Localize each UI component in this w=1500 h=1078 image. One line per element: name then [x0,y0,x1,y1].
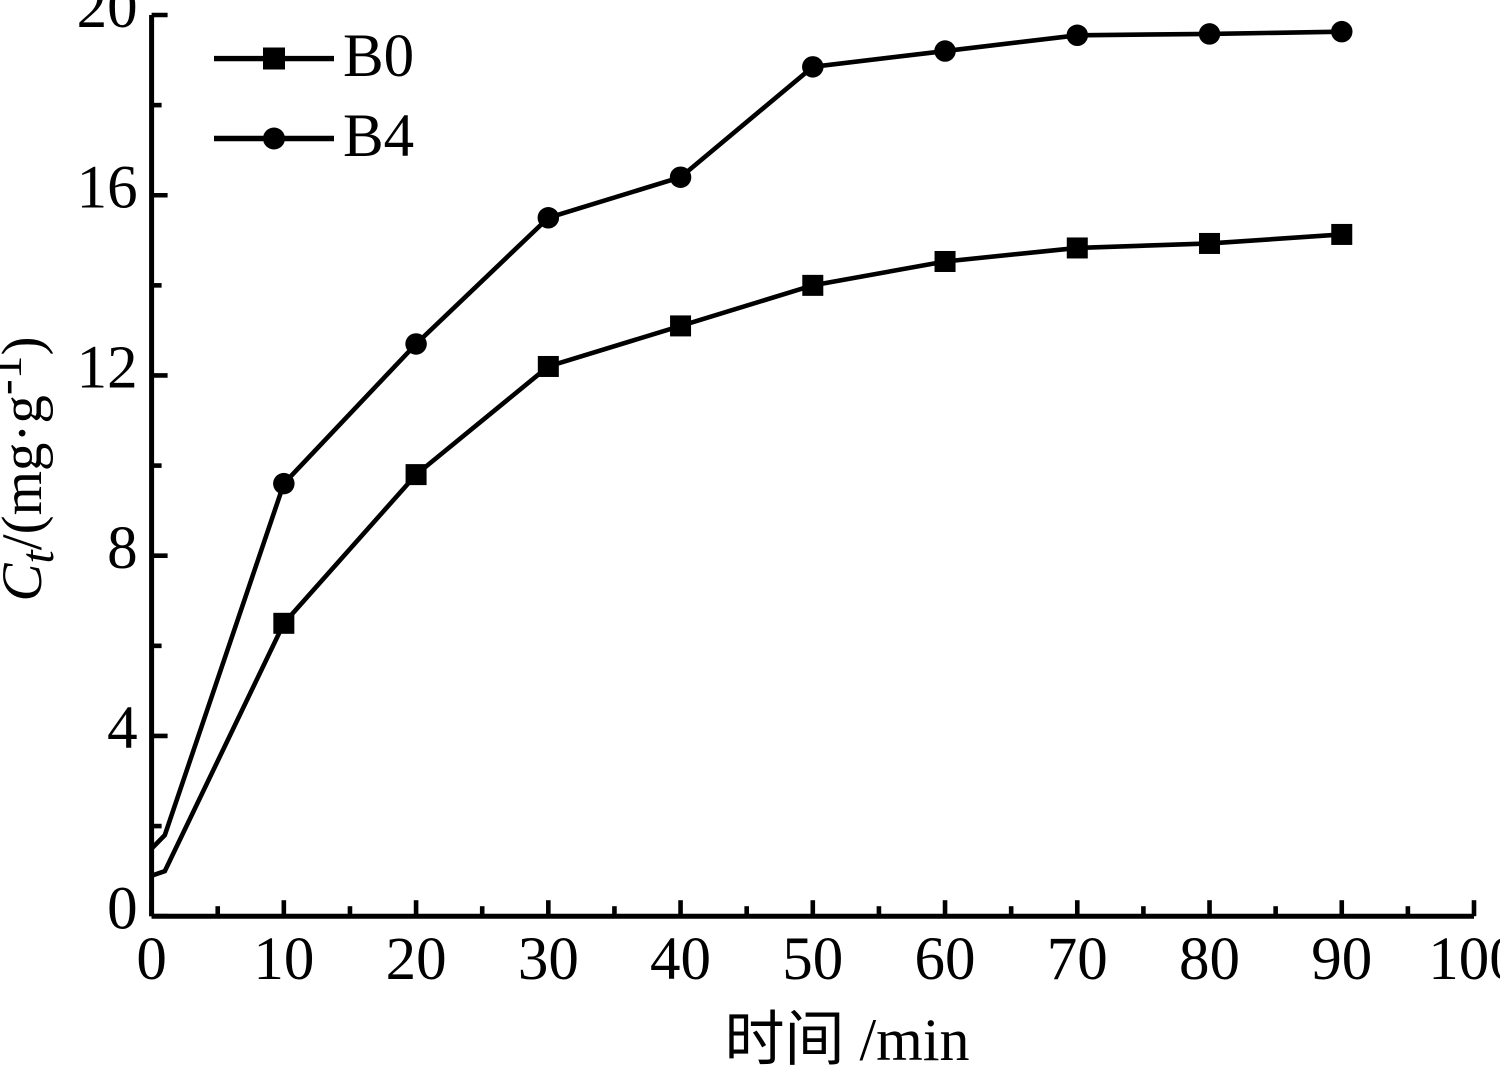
svg-text:20: 20 [386,926,447,993]
svg-text:B0: B0 [343,23,414,90]
svg-text:12: 12 [77,335,138,402]
svg-text:90: 90 [1311,926,1372,993]
svg-text:4: 4 [107,695,138,762]
svg-text:0: 0 [136,926,167,993]
svg-text:16: 16 [77,154,138,221]
svg-text:60: 60 [915,926,976,993]
svg-text:B4: B4 [343,103,414,170]
svg-text:70: 70 [1047,926,1108,993]
svg-text:10: 10 [253,926,314,993]
svg-text:80: 80 [1179,926,1240,993]
svg-text:50: 50 [782,926,843,993]
svg-text:8: 8 [107,515,138,582]
svg-text:100: 100 [1428,926,1500,993]
svg-text:20: 20 [77,0,138,41]
svg-text:30: 30 [518,926,579,993]
svg-text:40: 40 [650,926,711,993]
svg-text:0: 0 [107,875,138,942]
